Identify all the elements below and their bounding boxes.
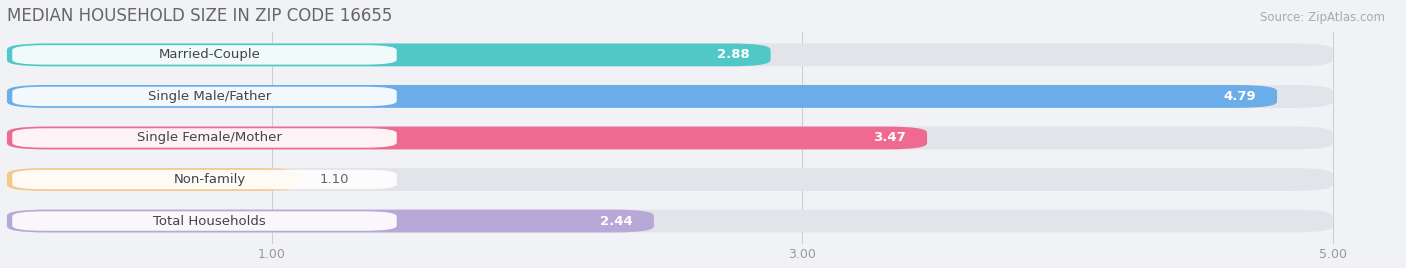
Text: 1.10: 1.10 [319,173,349,186]
Text: 3.47: 3.47 [873,132,905,144]
FancyBboxPatch shape [7,85,1333,108]
Text: Single Female/Mother: Single Female/Mother [138,132,283,144]
FancyBboxPatch shape [7,43,1333,66]
FancyBboxPatch shape [7,168,1333,191]
Text: 2.88: 2.88 [717,49,749,61]
FancyBboxPatch shape [7,210,654,232]
FancyBboxPatch shape [13,45,396,65]
Text: Total Households: Total Households [153,215,266,228]
Text: MEDIAN HOUSEHOLD SIZE IN ZIP CODE 16655: MEDIAN HOUSEHOLD SIZE IN ZIP CODE 16655 [7,7,392,25]
FancyBboxPatch shape [13,128,396,148]
Text: Single Male/Father: Single Male/Father [148,90,271,103]
FancyBboxPatch shape [13,170,396,189]
FancyBboxPatch shape [13,87,396,106]
FancyBboxPatch shape [7,168,298,191]
Text: Married-Couple: Married-Couple [159,49,260,61]
FancyBboxPatch shape [7,210,1333,232]
FancyBboxPatch shape [7,126,927,149]
Text: 4.79: 4.79 [1223,90,1256,103]
FancyBboxPatch shape [7,126,1333,149]
FancyBboxPatch shape [7,85,1277,108]
Text: Source: ZipAtlas.com: Source: ZipAtlas.com [1260,11,1385,24]
Text: Non-family: Non-family [174,173,246,186]
FancyBboxPatch shape [7,43,770,66]
FancyBboxPatch shape [13,211,396,231]
Text: 2.44: 2.44 [600,215,633,228]
